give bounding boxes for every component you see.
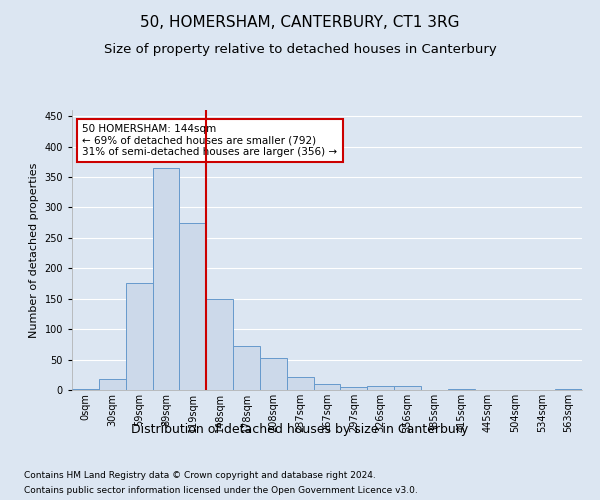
Text: Contains HM Land Registry data © Crown copyright and database right 2024.: Contains HM Land Registry data © Crown c… — [24, 471, 376, 480]
Bar — [340, 387, 367, 390]
Text: 50, HOMERSHAM, CANTERBURY, CT1 3RG: 50, HOMERSHAM, CANTERBURY, CT1 3RG — [140, 15, 460, 30]
Bar — [152, 168, 179, 390]
Bar — [125, 284, 152, 390]
Bar — [314, 384, 340, 390]
Text: 50 HOMERSHAM: 144sqm
← 69% of detached houses are smaller (792)
31% of semi-deta: 50 HOMERSHAM: 144sqm ← 69% of detached h… — [82, 124, 337, 157]
Bar — [367, 386, 394, 390]
Bar — [260, 358, 287, 390]
Bar — [72, 389, 99, 390]
Bar — [394, 386, 421, 390]
Bar — [99, 379, 125, 390]
Bar — [233, 346, 260, 390]
Y-axis label: Number of detached properties: Number of detached properties — [29, 162, 39, 338]
Bar — [206, 298, 233, 390]
Bar — [555, 389, 582, 390]
Text: Size of property relative to detached houses in Canterbury: Size of property relative to detached ho… — [104, 42, 496, 56]
Text: Contains public sector information licensed under the Open Government Licence v3: Contains public sector information licen… — [24, 486, 418, 495]
Bar — [287, 376, 314, 390]
Bar — [179, 222, 206, 390]
Text: Distribution of detached houses by size in Canterbury: Distribution of detached houses by size … — [131, 422, 469, 436]
